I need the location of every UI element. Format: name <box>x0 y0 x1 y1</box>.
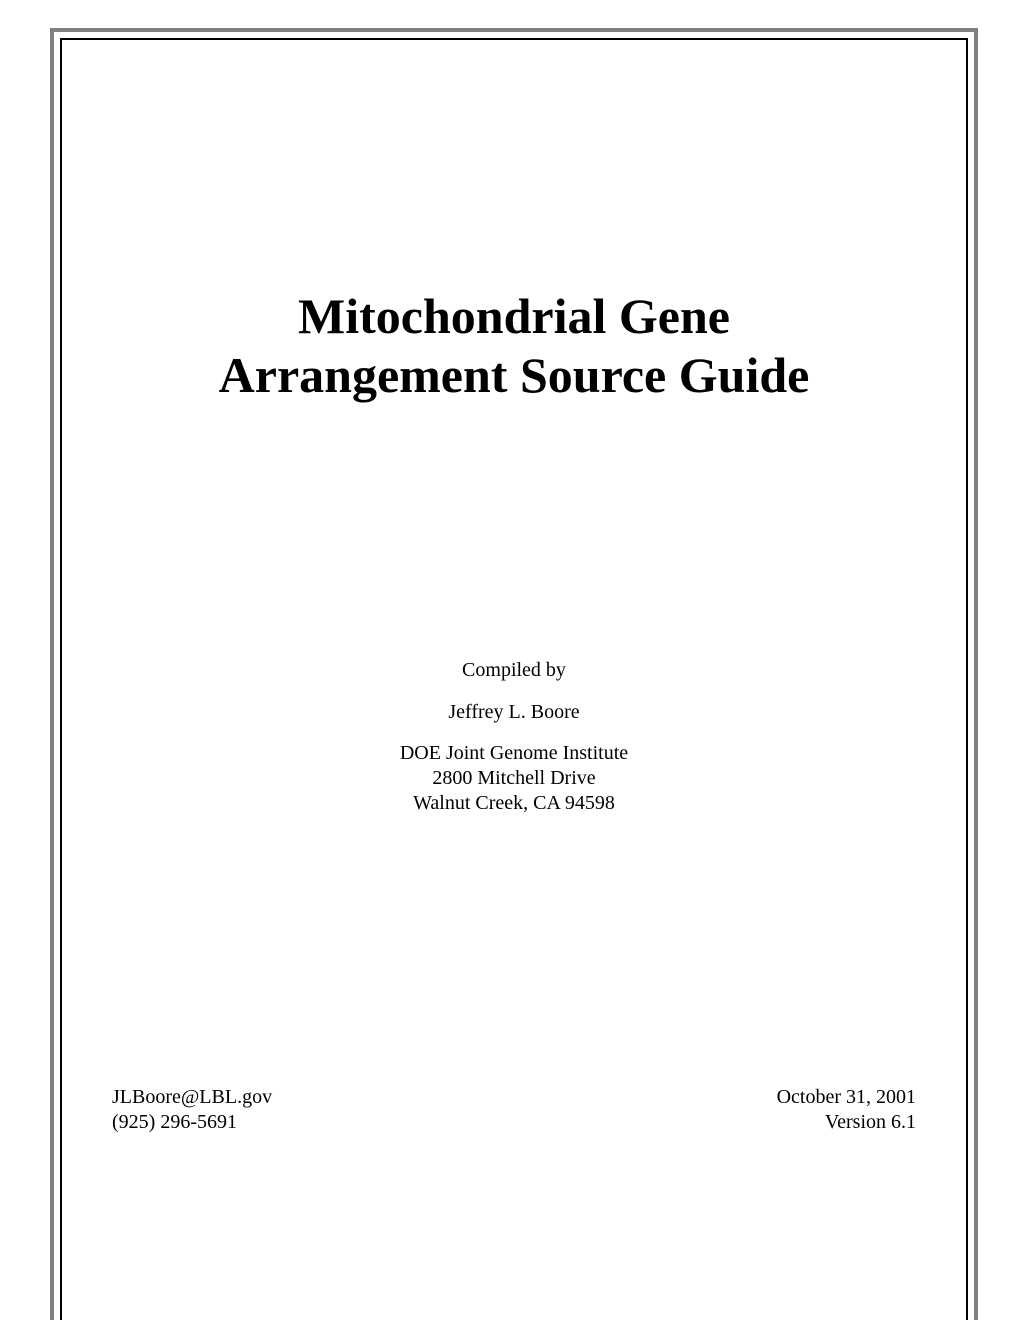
author-name: Jeffrey L. Boore <box>112 697 916 727</box>
title-line-1: Mitochondrial Gene <box>112 287 916 346</box>
institute: DOE Joint Genome Institute <box>112 741 916 766</box>
compiled-by-label: Compiled by <box>112 655 916 685</box>
contact-email: JLBoore@LBL.gov <box>112 1085 272 1110</box>
footer-left: JLBoore@LBL.gov (925) 296-5691 <box>112 1085 272 1135</box>
document-version: Version 6.1 <box>777 1110 916 1135</box>
footer-right: October 31, 2001 Version 6.1 <box>777 1085 916 1135</box>
contact-phone: (925) 296-5691 <box>112 1110 272 1135</box>
title-line-2: Arrangement Source Guide <box>112 346 916 405</box>
title-block: Mitochondrial Gene Arrangement Source Gu… <box>112 287 916 405</box>
document-date: October 31, 2001 <box>777 1085 916 1110</box>
address-line-2: Walnut Creek, CA 94598 <box>112 791 916 816</box>
address-line-1: 2800 Mitchell Drive <box>112 766 916 791</box>
page-content: Mitochondrial Gene Arrangement Source Gu… <box>62 42 966 1320</box>
compiled-block: Compiled by Jeffrey L. Boore DOE Joint G… <box>112 655 916 816</box>
footer: JLBoore@LBL.gov (925) 296-5691 October 3… <box>112 1085 916 1135</box>
